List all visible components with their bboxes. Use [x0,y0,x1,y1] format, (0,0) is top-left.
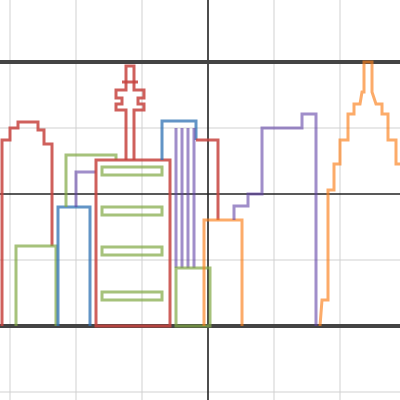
window-band [100,205,164,217]
building [196,138,220,220]
building [160,119,198,160]
building [174,266,212,328]
window-band [100,290,164,302]
building [318,60,400,327]
building [202,218,244,326]
building [74,170,96,207]
building [14,244,58,326]
building [56,205,92,326]
building [0,120,54,326]
window-band [100,245,164,257]
skyline [0,60,400,328]
building [64,153,118,207]
building [232,112,318,326]
window-band [100,165,164,177]
tower [114,64,146,160]
